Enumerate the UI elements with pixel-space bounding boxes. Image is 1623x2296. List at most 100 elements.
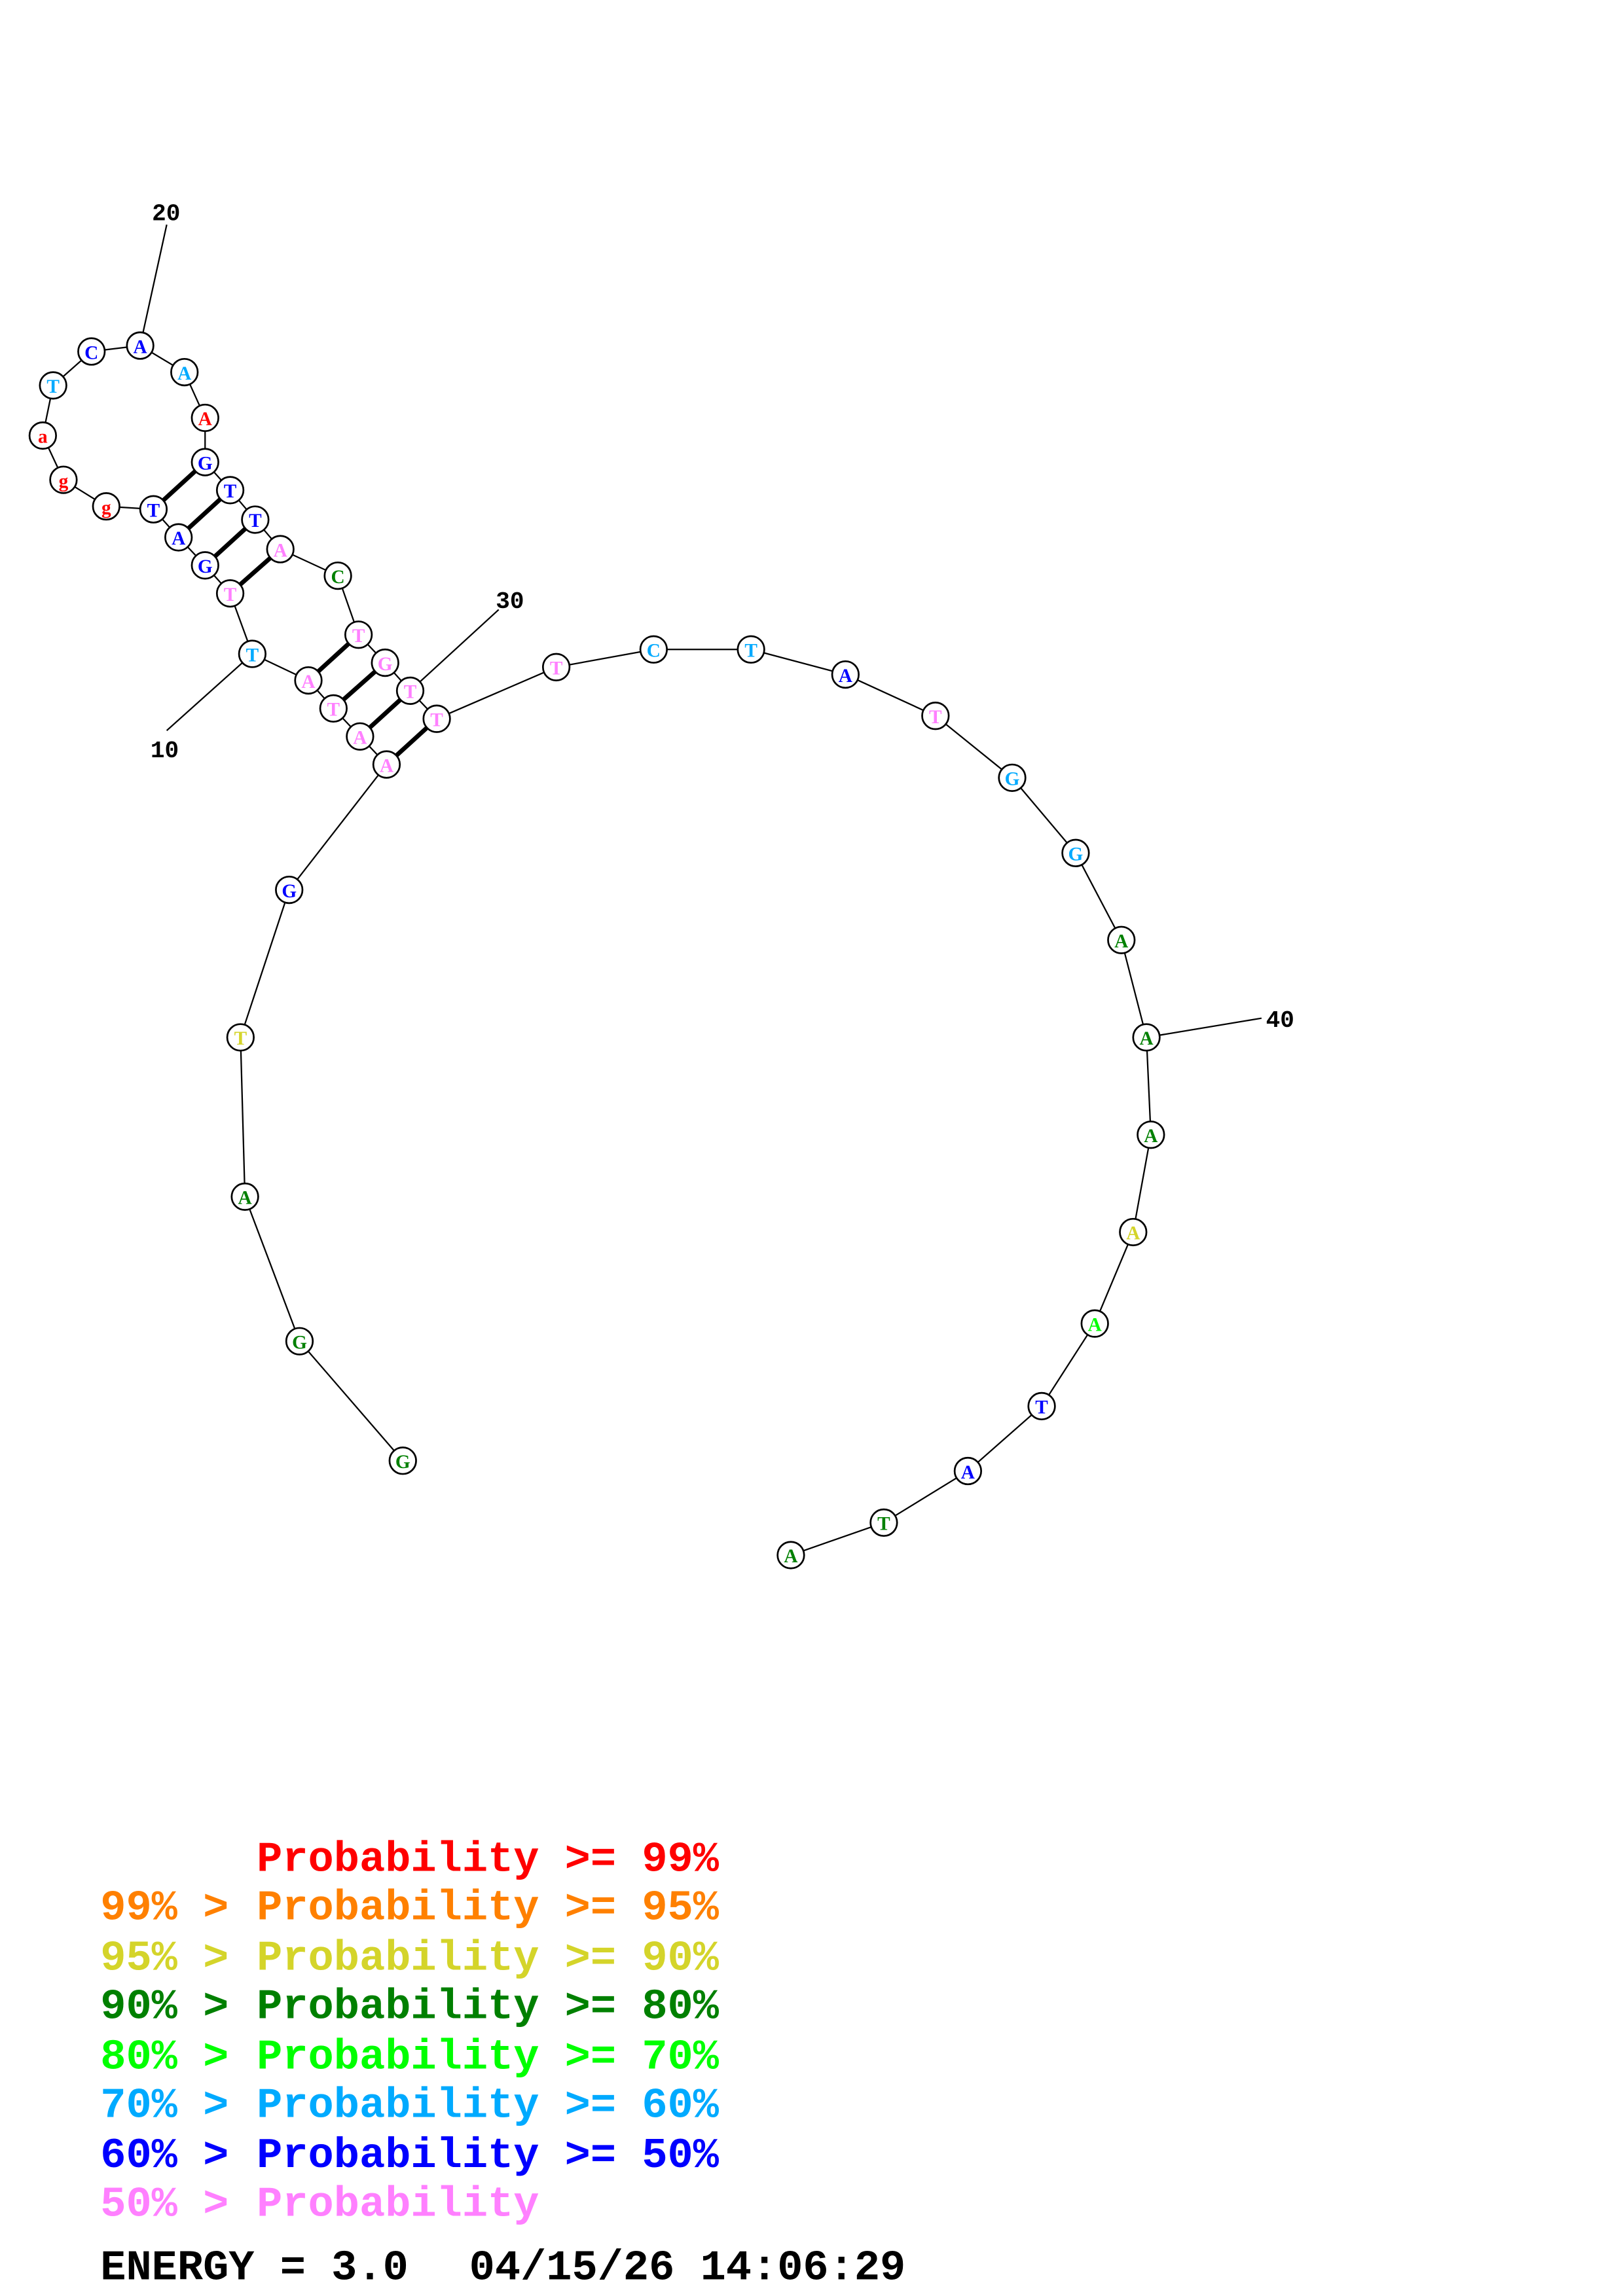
nucleotide: A <box>831 660 860 689</box>
nucleotide: A <box>170 357 199 387</box>
nucleotide: T <box>344 620 373 649</box>
nucleotide-base: T <box>877 1514 890 1535</box>
legend-text-2: Probability >= 90% <box>257 1934 720 1982</box>
nucleotide: C <box>77 337 106 366</box>
backbone-segment <box>935 715 1013 779</box>
position-ticks <box>139 224 1262 1039</box>
nucleotide-base: A <box>961 1462 975 1483</box>
position-label-20: 20 <box>152 200 180 227</box>
backbone-segment <box>967 1405 1042 1472</box>
nucleotide-circle <box>1137 1121 1165 1149</box>
nucleotide-base: G <box>292 1332 307 1353</box>
nucleotide-base: A <box>238 1188 252 1209</box>
legend-prefix-2: 95% > <box>100 1934 228 1982</box>
nucleotide-circle <box>164 523 193 552</box>
nucleotide-circle <box>1027 1391 1056 1421</box>
backbone-segment <box>244 1196 301 1342</box>
nucleotide-circle <box>998 763 1027 792</box>
nucleotide: G <box>371 648 399 677</box>
nucleotide-circle <box>639 635 668 664</box>
backbone-segment <box>790 1522 884 1556</box>
nucleotide-circle <box>388 1446 417 1475</box>
timestamp: 04/15/26 14:06:29 <box>469 2244 906 2293</box>
nucleotide-circle <box>126 331 155 360</box>
nucleotide: T <box>238 639 267 668</box>
nucleotide-circle <box>191 403 219 433</box>
nucleotide: A <box>1132 1023 1161 1052</box>
position-tick-30 <box>409 609 500 692</box>
legend-text-0: Probability >= 99% <box>257 1835 720 1884</box>
nucleotide-circle <box>191 448 219 476</box>
nucleotide-circle <box>275 875 304 905</box>
nucleotide-base: T <box>224 584 237 605</box>
legend-text-3: Probability >= 80% <box>257 1983 720 2032</box>
nucleotide: T <box>241 505 270 534</box>
nucleotide-circle <box>344 620 373 649</box>
nucleotide-circle <box>49 465 78 494</box>
nucleotide-base: A <box>1088 1314 1102 1335</box>
base-pairs <box>152 460 439 766</box>
legend-text-4: Probability >= 70% <box>257 2033 720 2081</box>
backbone-segment <box>1074 852 1122 941</box>
nucleotide-circle <box>395 676 425 706</box>
nucleotide-circle <box>953 1456 983 1486</box>
nucleotide: a <box>28 421 57 450</box>
position-tick-40 <box>1146 1017 1262 1039</box>
legend-text-5: Probability >= 60% <box>257 2082 720 2130</box>
nucleotide: T <box>215 476 245 505</box>
nucleotide-circle <box>215 476 245 505</box>
nucleotide-base: C <box>84 342 98 363</box>
nucleotide-base: A <box>1114 931 1128 952</box>
nucleotide-base: G <box>1005 769 1020 790</box>
nucleotide: G <box>998 763 1027 792</box>
nucleotide-circle <box>541 653 571 681</box>
nucleotide-circle <box>191 551 219 580</box>
nucleotide-circle <box>1119 1217 1148 1247</box>
nucleotide-base: T <box>352 626 365 647</box>
nucleotide-base: A <box>1139 1028 1153 1049</box>
nucleotide-circle <box>319 694 348 723</box>
nucleotide-base: a <box>38 427 48 448</box>
nucleotide: A <box>266 535 295 564</box>
backbone-segment <box>845 673 936 717</box>
nucleotide: T <box>39 371 67 400</box>
nucleotide-base: A <box>172 528 185 549</box>
nucleotide: T <box>139 495 168 524</box>
nucleotide-base: T <box>327 700 340 721</box>
nucleotide: T <box>1027 1391 1056 1421</box>
nucleotide: T <box>422 704 451 733</box>
nucleotide-base: T <box>744 641 757 662</box>
nucleotide: g <box>92 492 120 521</box>
nucleotide-circle <box>39 371 67 400</box>
nucleotide-circle <box>422 704 451 733</box>
nucleotide-circle <box>28 421 57 450</box>
energy-value: ENERGY = 3.0 <box>100 2244 409 2293</box>
nucleotide: A <box>191 403 219 433</box>
nucleotide-base: A <box>1126 1223 1140 1244</box>
nucleotide: g <box>49 465 78 494</box>
legend-prefix-3: 90% > <box>100 1983 228 2032</box>
legend-prefix-1: 99% > <box>100 1884 228 1933</box>
nucleotide-circle <box>921 702 950 730</box>
nucleotide-base: T <box>249 511 262 531</box>
nucleotide: G <box>191 448 219 476</box>
nucleotide: T <box>737 635 765 664</box>
nucleotide-base: A <box>839 666 852 687</box>
nucleotide: G <box>275 875 304 905</box>
nucleotide-base: T <box>234 1028 247 1049</box>
nucleotide-base: A <box>380 755 393 776</box>
nucleotide-circle <box>266 535 295 564</box>
nucleotide-base: A <box>301 672 315 692</box>
nucleotide: C <box>323 561 352 590</box>
nucleotide-circle <box>1061 838 1090 867</box>
nucleotide: C <box>639 635 668 664</box>
nucleotide: G <box>388 1446 417 1475</box>
position-label-40: 40 <box>1266 1007 1294 1034</box>
nucleotide-base: G <box>282 881 297 902</box>
backbone-segment <box>1041 1323 1096 1407</box>
nucleotide-circle <box>241 505 270 534</box>
nucleotide: T <box>921 702 950 730</box>
backbone-segment <box>288 764 388 891</box>
